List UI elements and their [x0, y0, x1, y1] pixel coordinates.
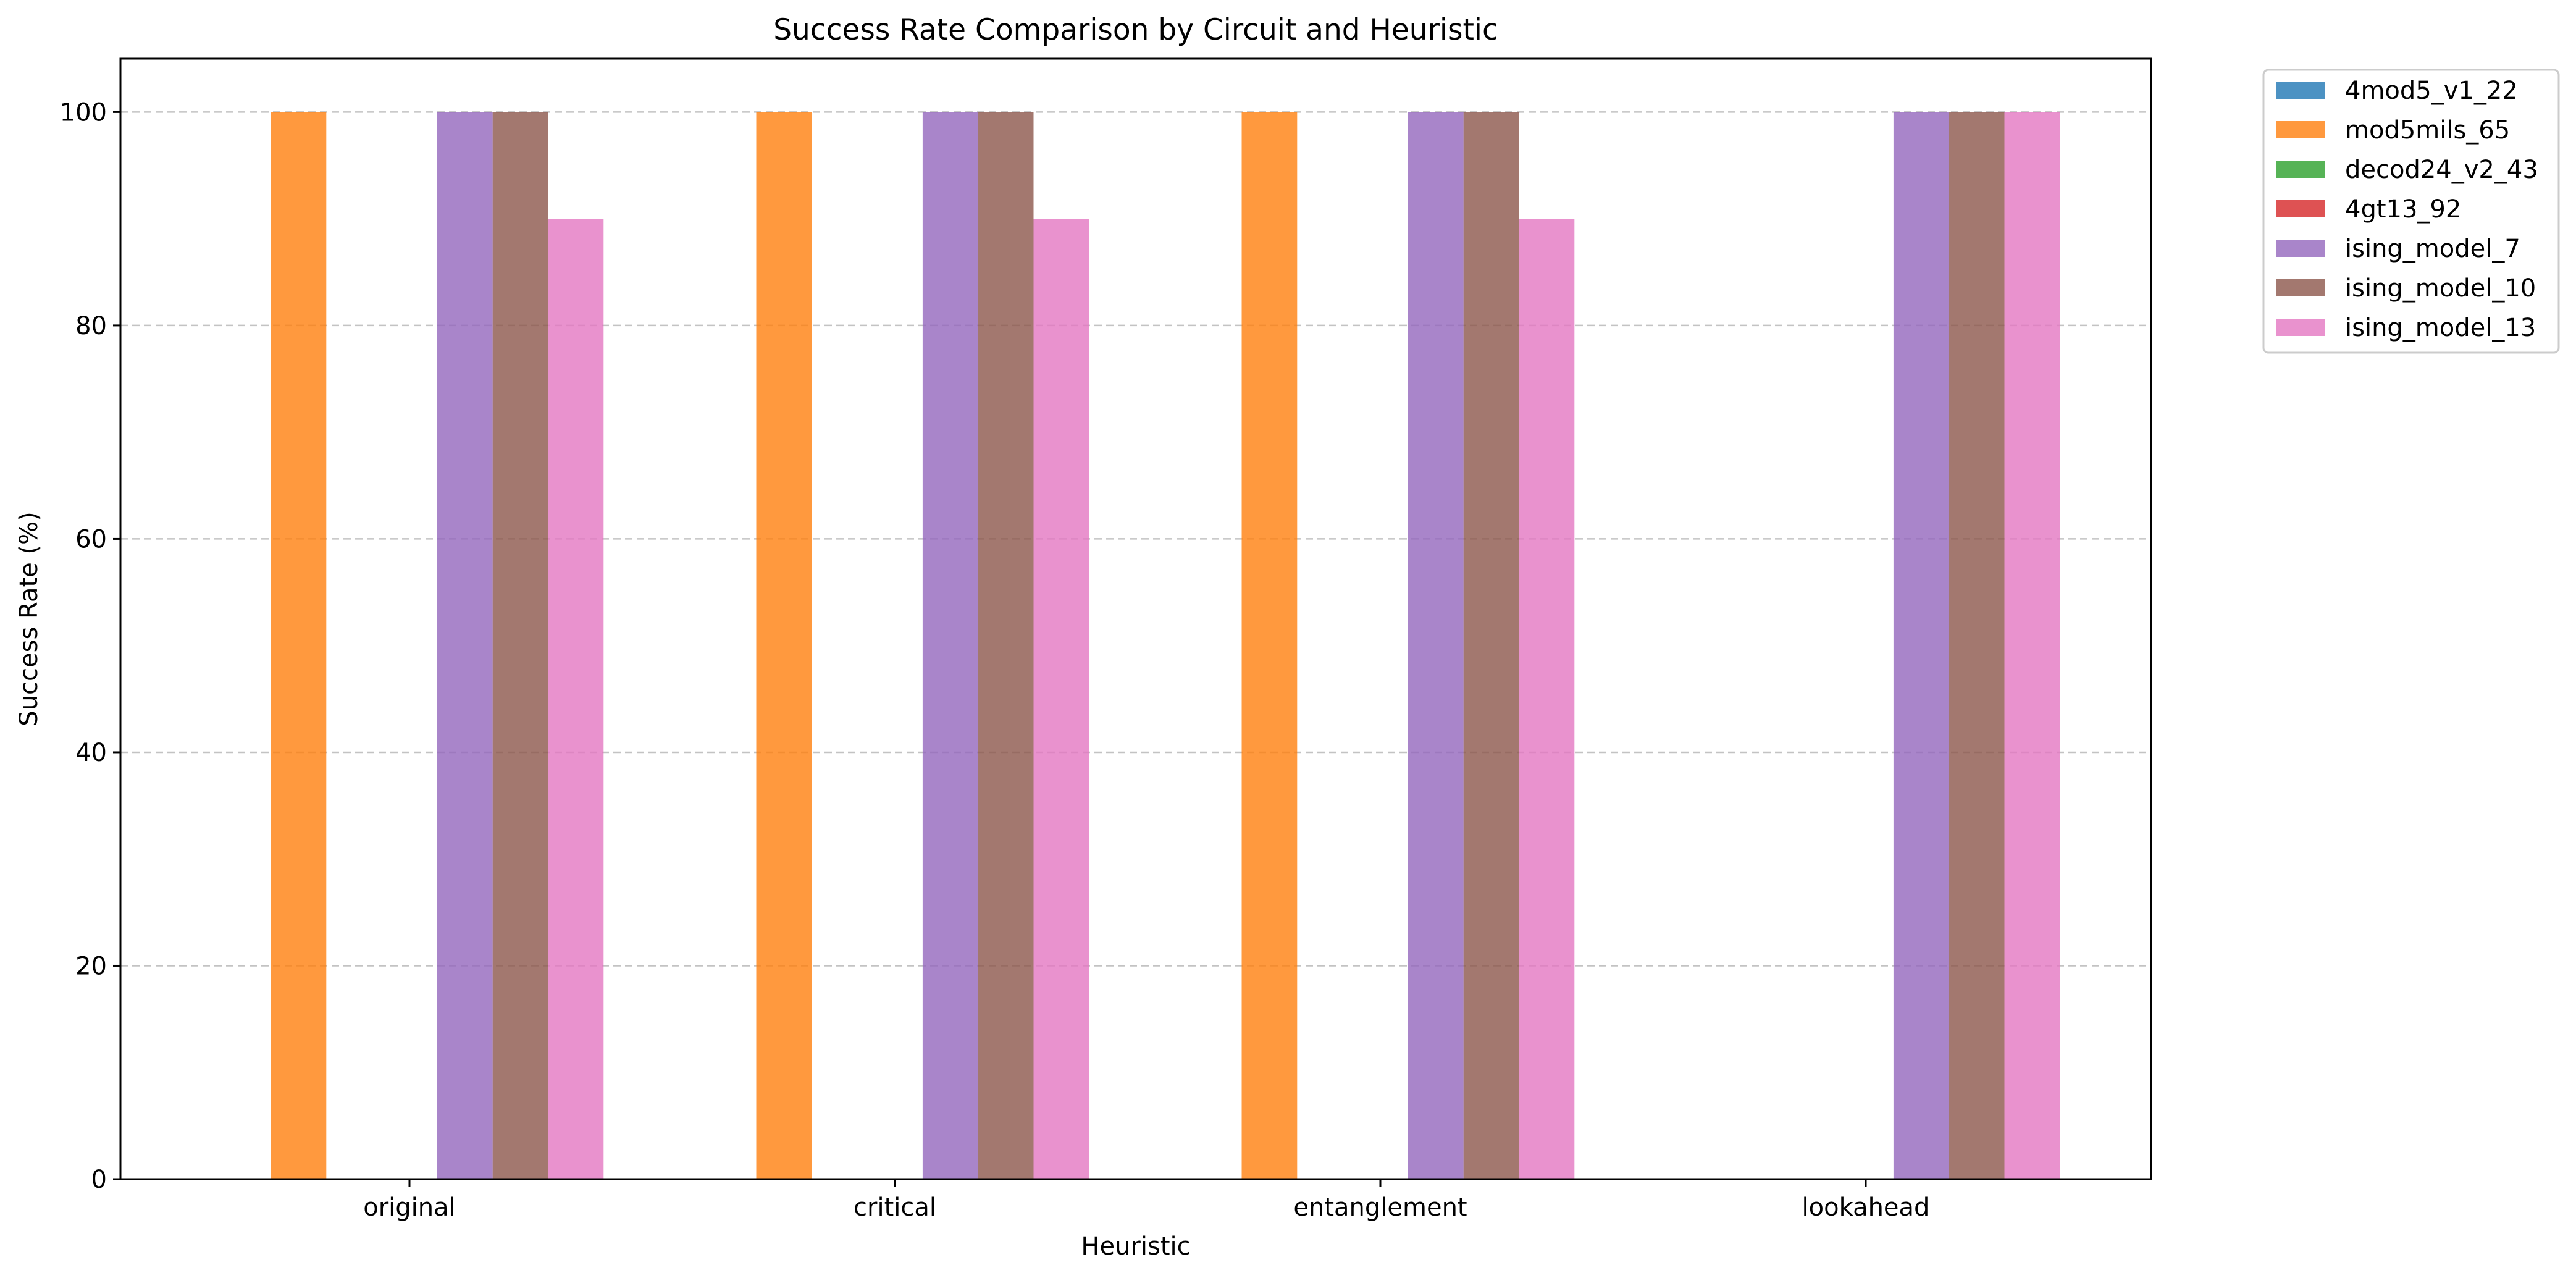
- x-axis-label: Heuristic: [1081, 1232, 1190, 1261]
- bar-mod5mils_65-entanglement: [1241, 112, 1298, 1179]
- legend-frame: [2262, 69, 2560, 354]
- y-axis-ticks: 0 20 40 60 80 100: [60, 98, 120, 1194]
- legend-label: 4gt13_92: [2345, 195, 2461, 224]
- legend-label: ising_model_7: [2345, 235, 2520, 263]
- y-tick-label: 40: [75, 739, 107, 767]
- legend-swatch: [2276, 121, 2325, 138]
- bar-ising_model_7-original: [437, 112, 493, 1179]
- legend-swatch: [2276, 240, 2325, 257]
- legend-label: decod24_v2_43: [2345, 156, 2538, 184]
- plot-frame: [119, 57, 2152, 1180]
- legend-swatch: [2276, 82, 2325, 99]
- chart-title: Success Rate Comparison by Circuit and H…: [773, 13, 1498, 47]
- legend-label: ising_model_13: [2345, 314, 2536, 342]
- bar-ising_model_7-critical: [922, 112, 978, 1179]
- legend: 4mod5_v1_22 mod5mils_65 decod24_v2_43 4gt13…: [2262, 69, 2560, 354]
- legend-swatch: [2276, 279, 2325, 296]
- x-tick-label: entanglement: [1293, 1193, 1467, 1222]
- bar-ising_model_13-critical: [1033, 219, 1089, 1180]
- y-tick-label: 100: [60, 98, 107, 127]
- bars: [271, 112, 2060, 1180]
- legend-label: ising_model_10: [2345, 274, 2536, 303]
- y-tick-label: 20: [75, 952, 107, 980]
- y-tick-label: 80: [75, 312, 107, 340]
- bar-ising_model_13-lookahead: [2004, 112, 2060, 1179]
- legend-label: 4mod5_v1_22: [2345, 77, 2518, 105]
- bar-ising_model_10-original: [492, 112, 548, 1179]
- x-tick-label: lookahead: [1802, 1193, 1930, 1222]
- bar-ising_model_10-lookahead: [1949, 112, 2005, 1179]
- bar-mod5mils_65-original: [271, 112, 327, 1179]
- bar-ising_model_7-entanglement: [1408, 112, 1464, 1179]
- legend-label: mod5mils_65: [2345, 116, 2510, 145]
- legend-swatch: [2276, 200, 2325, 217]
- y-tick-label: 60: [75, 525, 107, 553]
- y-tick-label: 0: [91, 1166, 107, 1194]
- bar-ising_model_13-original: [548, 219, 604, 1180]
- bar-ising_model_10-entanglement: [1463, 112, 1519, 1179]
- bar-mod5mils_65-critical: [756, 112, 812, 1179]
- bar-ising_model_13-entanglement: [1519, 219, 1575, 1180]
- legend-swatch: [2276, 319, 2325, 336]
- legend-swatch: [2276, 161, 2325, 178]
- x-tick-label: critical: [854, 1193, 936, 1222]
- x-axis-ticks: original critical entanglement lookahead: [363, 1179, 1929, 1222]
- x-tick-label: original: [363, 1193, 456, 1222]
- bar-ising_model_7-lookahead: [1893, 112, 1949, 1179]
- bar-ising_model_10-critical: [978, 112, 1034, 1179]
- y-axis-label: Success Rate (%): [15, 511, 43, 726]
